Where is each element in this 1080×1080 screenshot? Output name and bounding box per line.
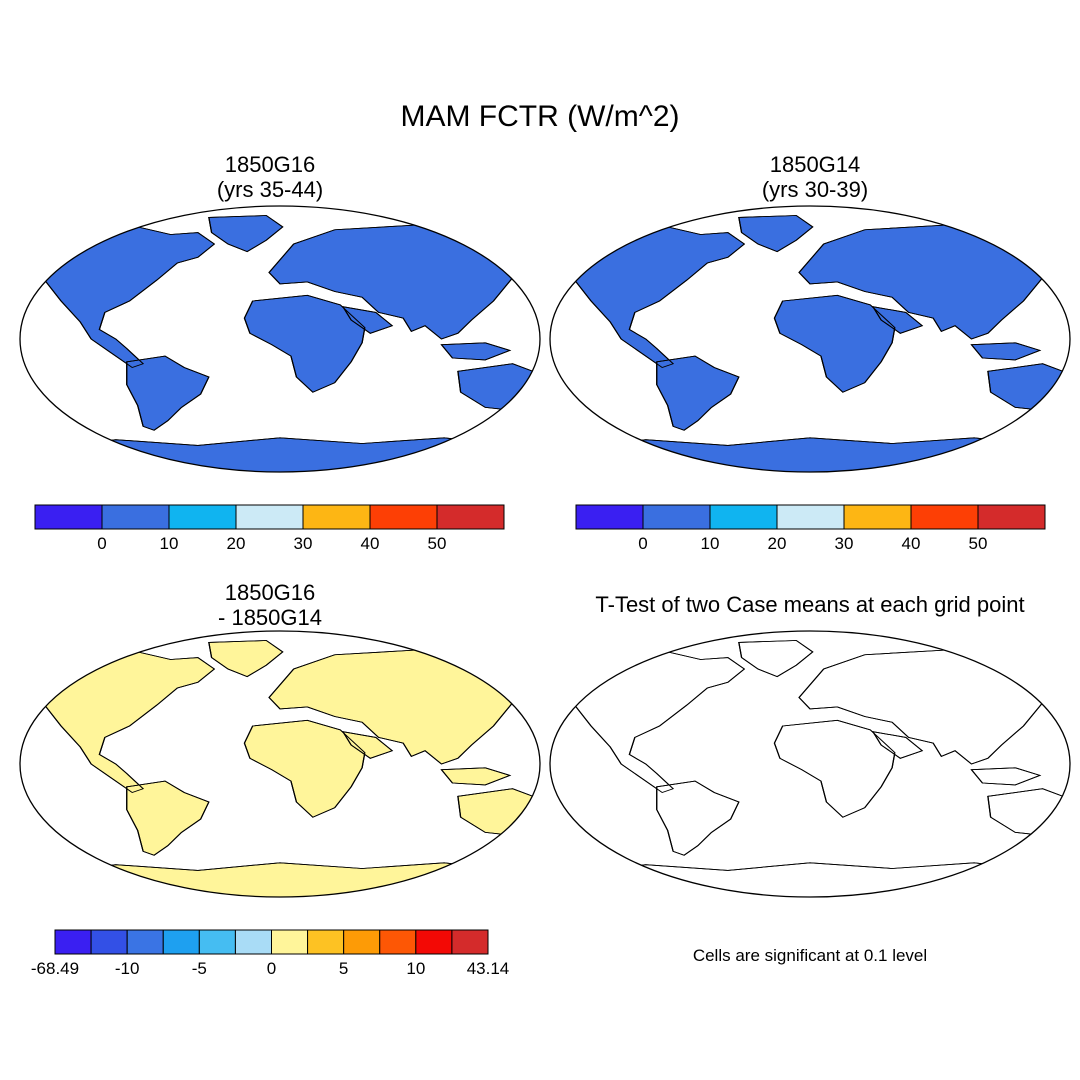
colorbar-tick-label: 43.14 (467, 959, 510, 978)
colorbar-tick-label: 20 (768, 534, 787, 553)
colorbar-tick-label: 30 (835, 534, 854, 553)
panel-title-line1: 1850G16 (224, 580, 316, 605)
colorbar-swatch (910, 504, 979, 530)
map-panel-g16 (19, 205, 541, 473)
colorbar-tick-label: 40 (361, 534, 380, 553)
colorbar-tick-label: 10 (701, 534, 720, 553)
colorbar-g14: 0 10 20 30 40 50 (575, 504, 1046, 553)
colorbar-swatch (101, 504, 170, 530)
colorbar-swatch (271, 929, 309, 955)
colorbar-swatch (54, 929, 92, 955)
map-panel-ttest (549, 630, 1071, 898)
colorbar-tick-label: -10 (115, 959, 140, 978)
panel-title-line2: (yrs 30-39) (761, 177, 869, 202)
colorbar-tick-label: 10 (406, 959, 425, 978)
panel-title-line2: (yrs 35-44) (216, 177, 324, 202)
colorbar-tick-label: 30 (294, 534, 313, 553)
map-frame (549, 630, 1071, 898)
map-frame (19, 630, 541, 898)
map-panel-g14 (549, 205, 1071, 473)
colorbar-swatch (642, 504, 711, 530)
colorbar-swatch (34, 504, 103, 530)
colorbar-tick-label: 0 (267, 959, 276, 978)
colorbar-swatch (369, 504, 438, 530)
colorbar-swatch (451, 929, 489, 955)
colorbar-swatch (379, 929, 417, 955)
colorbar-tick-label: 0 (638, 534, 647, 553)
panel-title-line2: - 1850G14 (218, 605, 322, 630)
panel-title-bottom-left: 1850G16 - 1850G14 (120, 580, 420, 630)
colorbar-tick-label: 20 (227, 534, 246, 553)
colorbar-swatch (235, 504, 304, 530)
colorbar-swatch (307, 929, 345, 955)
colorbar-swatch (198, 929, 236, 955)
colorbar-swatch (90, 929, 128, 955)
colorbar-tick-label: 5 (339, 959, 348, 978)
map-frame (549, 205, 1071, 473)
colorbar-tick-label: -68.49 (31, 959, 79, 978)
colorbar-swatch (234, 929, 273, 955)
colorbar-swatch (575, 504, 644, 530)
colorbar-tick-label: 50 (969, 534, 988, 553)
colorbar-swatch (776, 504, 845, 530)
panel-title-line1: 1850G14 (769, 152, 861, 177)
colorbar-swatch (302, 504, 371, 530)
map-panel-difference (19, 630, 541, 898)
colorbar-swatch (168, 504, 237, 530)
colorbar-tick-label: 10 (160, 534, 179, 553)
colorbar-swatch (126, 929, 164, 955)
significance-note: Cells are significant at 0.1 level (692, 946, 928, 965)
colorbar-swatch (709, 504, 778, 530)
colorbar-tick-label: 40 (902, 534, 921, 553)
panel-title-line1: 1850G16 (224, 152, 316, 177)
map-frame (19, 205, 541, 473)
colorbar-swatch (162, 929, 200, 955)
figure-title: MAM FCTR (W/m^2) (400, 100, 680, 133)
panel-title-bottom-right: T-Test of two Case means at each grid po… (545, 592, 1075, 617)
ttest-title: T-Test of two Case means at each grid po… (595, 592, 1025, 617)
colorbar-tick-label: 50 (428, 534, 447, 553)
colorbar-g16: 0 10 20 30 40 50 (34, 504, 505, 553)
colorbar-difference: -68.49 -10 -5 0 5 10 43.14 (31, 929, 510, 978)
colorbar-tick-label: -5 (192, 959, 207, 978)
colorbar-swatch (436, 504, 505, 530)
colorbar-swatch (843, 504, 912, 530)
panel-title-top-left: 1850G16 (yrs 35-44) (120, 152, 420, 202)
panel-title-top-right: 1850G14 (yrs 30-39) (665, 152, 965, 202)
colorbar-tick-label: 0 (97, 534, 106, 553)
colorbar-swatch (977, 504, 1046, 530)
colorbar-swatch (343, 929, 381, 955)
colorbar-swatch (415, 929, 453, 955)
